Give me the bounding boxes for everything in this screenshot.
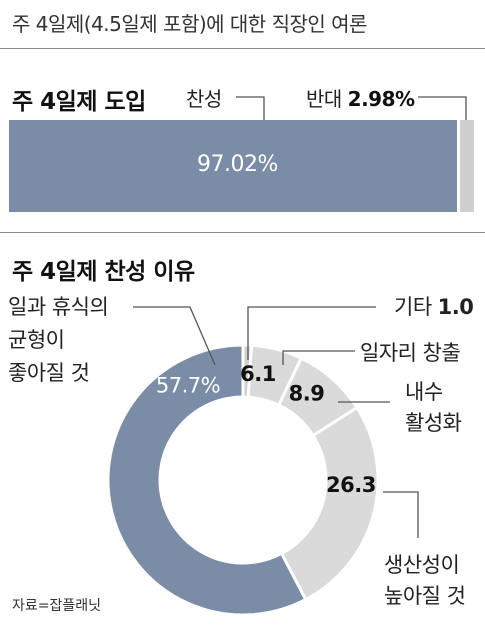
donut-callout-lines: [133, 306, 419, 538]
oppose-callout: 반대 2.98%: [306, 83, 415, 112]
donut-value-labels: 57.7% 6.1 8.9 26.3: [156, 362, 376, 497]
donut-slice-work-life-balance: [106, 343, 308, 617]
oppose-value: 2.98%: [347, 87, 415, 111]
donut-chart-title: 주 4일제 찬성 이유: [12, 259, 195, 285]
donut-value-job-creation: 6.1: [240, 362, 276, 386]
oppose-callout-line: [418, 96, 467, 123]
support-value-label: 97.02%: [197, 152, 278, 177]
stacked-bar: 97.02%: [9, 120, 474, 212]
chart-subtitle: 주 4일제(4.5일제 포함)에 대한 직장인 여론: [12, 12, 367, 36]
oppose-bar-segment: [460, 120, 474, 212]
callout-line-other: [247, 306, 376, 360]
donut-label-other: 기타 1.0: [394, 295, 473, 319]
donut-value-productivity: 26.3: [326, 473, 376, 497]
support-bar-segment: [9, 120, 457, 212]
callout-line-work-life-balance: [133, 306, 216, 366]
callout-line-job-creation: [282, 350, 355, 365]
middle-divider: [0, 232, 485, 233]
support-callout-line: [236, 96, 265, 123]
donut-label-domestic-demand: 내수 활성화: [405, 380, 462, 435]
donut-slices: [106, 343, 380, 617]
callout-line-productivity: [383, 491, 419, 538]
source-note: 자료=잡플래닛: [12, 598, 102, 614]
donut-label-work-life-balance: 일과 휴식의 균형이 좋아질 것: [8, 295, 108, 385]
bar-chart-title: 주 4일제 도입: [12, 89, 146, 115]
oppose-label: 반대: [306, 87, 342, 111]
donut-slice-productivity: [279, 405, 380, 602]
support-label: 찬성: [186, 87, 222, 111]
donut-label-job-creation: 일자리 창출: [360, 341, 460, 365]
donut-value-domestic-demand: 8.9: [289, 382, 325, 406]
donut-value-work-life-balance: 57.7%: [156, 374, 220, 398]
donut-label-productivity: 생산성이 높아질 것: [384, 553, 465, 608]
bar-callout-lines: [236, 96, 467, 123]
top-divider: [0, 48, 485, 49]
